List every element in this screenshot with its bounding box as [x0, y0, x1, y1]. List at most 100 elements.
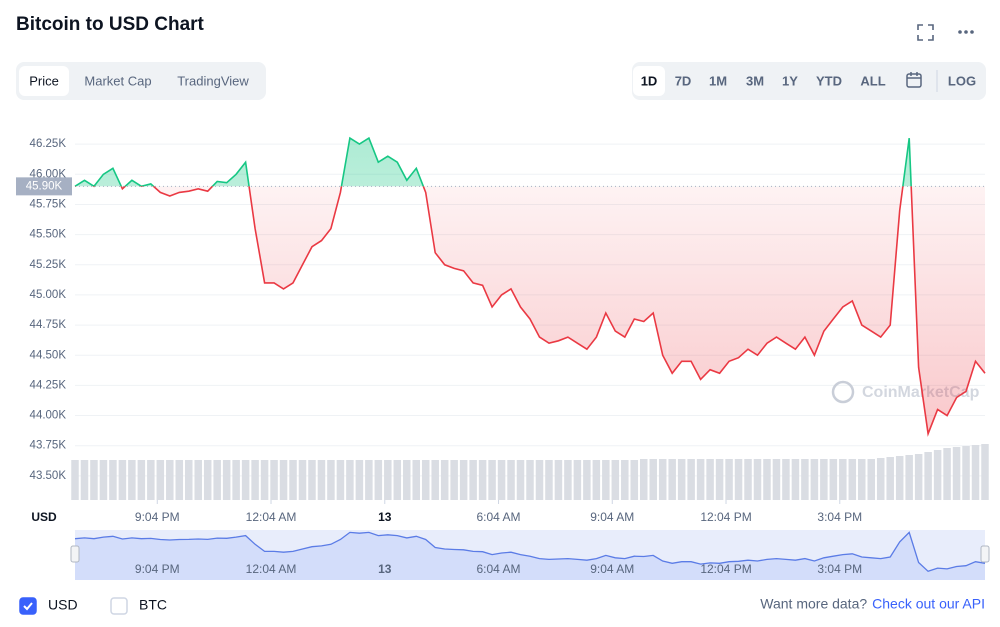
volume-bar [166, 460, 174, 500]
volume-bar [80, 460, 89, 500]
volume-bar [763, 459, 771, 500]
baseline-tag [16, 177, 72, 196]
volume-bar [962, 446, 970, 500]
volume-bar [365, 460, 373, 500]
range-button[interactable]: 1D [641, 73, 658, 88]
volume-bar [327, 460, 335, 500]
volume-bar [213, 460, 221, 500]
y-tick-label: 46.25K [30, 138, 67, 150]
navigator-handle[interactable] [70, 545, 80, 563]
checkbox[interactable] [19, 597, 37, 615]
checkbox[interactable] [110, 597, 128, 615]
volume-bar [981, 444, 989, 500]
volume-bar [829, 459, 838, 500]
y-tick-label: 43.50K [30, 470, 67, 482]
volume-bar [431, 460, 439, 500]
volume-bar [270, 460, 278, 500]
tab[interactable]: Price [29, 73, 59, 88]
x-tick-label: 9:04 PM [135, 510, 180, 524]
volume-bar [933, 450, 942, 500]
volume-bar [820, 459, 828, 500]
volume-bar [668, 459, 676, 500]
volume-bar [706, 459, 714, 500]
api-link[interactable]: Check out our API [872, 596, 985, 612]
log-button[interactable]: LOG [948, 73, 976, 88]
tab[interactable]: Market Cap [84, 73, 151, 88]
volume-bar [839, 459, 847, 500]
volume-bar [782, 459, 790, 500]
volume-bar [507, 460, 515, 500]
volume-bar [914, 454, 923, 500]
y-tick-label: 45.50K [30, 229, 67, 241]
price-line-up [74, 136, 912, 187]
volume-bar [488, 460, 496, 500]
volume-bar [639, 459, 648, 500]
volume-bar [734, 459, 743, 500]
volume-bar [554, 460, 563, 500]
range-button[interactable]: 3M [746, 73, 764, 88]
volume-bar [450, 460, 458, 500]
volume-bar [308, 460, 316, 500]
baseline-label: 45.90K [26, 180, 63, 192]
volume-bar [952, 447, 961, 500]
check-mark [23, 602, 33, 611]
range-button[interactable]: ALL [860, 73, 885, 88]
volume-bar [516, 460, 525, 500]
volume-bar [772, 459, 781, 500]
y-tick-label: 45.25K [30, 259, 67, 271]
volume-bar [621, 460, 629, 500]
volume-bar [649, 459, 657, 500]
navigator-handle[interactable] [980, 545, 990, 563]
y-tick-label: 44.75K [30, 319, 67, 331]
volume-bar [497, 460, 506, 500]
fullscreen-icon[interactable] [917, 24, 934, 41]
volume-bar [564, 460, 572, 500]
volume-bar [336, 460, 345, 500]
y-tick-label: 43.75K [30, 440, 67, 452]
calendar-icon[interactable] [906, 72, 922, 88]
volume-bar [459, 460, 468, 500]
volume-bar [535, 460, 544, 500]
checkbox-label: BTC [139, 597, 167, 613]
volume-bar [848, 459, 857, 500]
navigator-line [74, 531, 986, 573]
volume-bar [943, 448, 951, 500]
more-icon[interactable] [958, 30, 974, 34]
watermark-logo [831, 380, 855, 404]
volume-bar [393, 460, 402, 500]
navigator-tick-label: 3:04 PM [817, 562, 862, 576]
volume-bar [156, 460, 165, 500]
volume-bar [346, 460, 354, 500]
volume-bar [374, 460, 383, 500]
range-group [632, 62, 986, 100]
volume-bar [241, 460, 250, 500]
volume-bar [696, 459, 705, 500]
volume-bar [71, 460, 79, 500]
volume-bar [279, 460, 288, 500]
volume-bar [412, 460, 421, 500]
volume-bar [630, 460, 639, 500]
range-button[interactable]: 1M [709, 73, 727, 88]
volume-bar [886, 457, 894, 500]
tab[interactable]: TradingView [177, 73, 249, 88]
y-tick-label: 44.00K [30, 410, 67, 422]
x-tick-label: 6:04 AM [477, 510, 521, 524]
volume-bar [753, 459, 762, 500]
y-tick-label: 44.25K [30, 379, 67, 391]
range-button[interactable]: YTD [816, 73, 842, 88]
volume-bar [592, 460, 601, 500]
volume-bar [440, 460, 449, 500]
volume-bar [687, 459, 695, 500]
tab-active [19, 66, 69, 96]
volume-bar [147, 460, 155, 500]
volume-bar [791, 459, 800, 500]
x-tick-label: 13 [378, 510, 392, 524]
range-button[interactable]: 7D [675, 73, 692, 88]
volume-bar [573, 460, 582, 500]
range-button[interactable]: 1Y [782, 73, 798, 88]
checkbox-label: USD [48, 597, 78, 613]
x-tick-label: 12:04 PM [700, 510, 751, 524]
y-tick-label: 45.00K [30, 289, 67, 301]
navigator-tick-label: 6:04 AM [477, 562, 521, 576]
navigator-tick-label: 13 [378, 562, 392, 576]
